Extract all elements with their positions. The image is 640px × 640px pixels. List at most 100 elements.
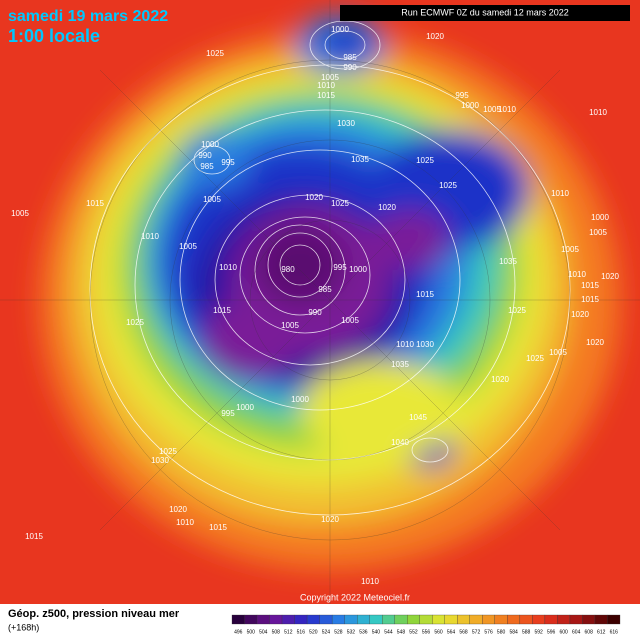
colorbar-swatch <box>494 614 508 625</box>
colorbar-swatch <box>407 614 420 625</box>
subtitle: 1:00 locale <box>8 26 100 46</box>
isobar-label: 1025 <box>159 447 177 456</box>
isobar-label: 1025 <box>331 199 349 208</box>
isobar-label: 1020 <box>586 338 604 347</box>
colorbar-tick-label: 552 <box>409 629 418 635</box>
colorbar-swatch <box>482 614 495 625</box>
isobar-label: 1000 <box>201 140 219 149</box>
colorbar-tick-label: 532 <box>347 629 356 635</box>
colorbar-swatch <box>532 614 546 625</box>
colorbar-tick-label: 604 <box>572 629 581 635</box>
isobar-label: 1015 <box>25 532 43 541</box>
colorbar-tick-label: 528 <box>334 629 343 635</box>
colorbar-tick-label: 512 <box>284 629 293 635</box>
colorbar-swatch <box>432 614 445 625</box>
isobar-label: 1020 <box>571 310 589 319</box>
isobar-label: 1010 <box>589 108 607 117</box>
colorbar-tick-label: 560 <box>434 629 443 635</box>
isobar-label: 1035 <box>499 257 517 266</box>
colorbar-swatch <box>331 614 345 625</box>
colorbar-tick-label: 608 <box>585 629 594 635</box>
colorbar-tick-label: 496 <box>234 629 243 635</box>
isobar-label: 1005 <box>483 105 501 114</box>
title: samedi 19 mars 2022 <box>8 8 168 25</box>
colorbar-swatch <box>569 614 583 625</box>
colorbar-swatch <box>231 614 245 625</box>
run-info: Run ECMWF 0Z du samedi 12 mars 2022 <box>401 7 569 17</box>
colorbar-swatch <box>244 614 258 625</box>
isobar-label: 1025 <box>416 156 434 165</box>
colorbar-tick-label: 556 <box>422 629 431 635</box>
isobar-label: 1005 <box>11 209 29 218</box>
colorbar-tick-label: 580 <box>497 629 506 635</box>
colorbar-swatch <box>469 614 483 625</box>
isobar-label: 1020 <box>169 505 187 514</box>
isobar-label: 1030 <box>416 340 434 349</box>
isobar-label: 1025 <box>439 181 457 190</box>
colorbar-swatch <box>281 614 295 625</box>
isobar-label: 1005 <box>179 242 197 251</box>
colorbar-swatch <box>444 614 458 625</box>
colorbar-swatch <box>582 614 596 625</box>
isobar-label: 1010 <box>498 105 516 114</box>
colorbar-tick-label: 536 <box>359 629 368 635</box>
isobar-label: 1030 <box>337 119 355 128</box>
colorbar-tick-label: 564 <box>447 629 456 635</box>
colorbar-tick-label: 584 <box>509 629 518 635</box>
isobar-label: 995 <box>221 409 235 418</box>
graticule <box>0 0 640 604</box>
colorbar-tick-label: 600 <box>560 629 569 635</box>
isobar-label: 1025 <box>526 354 544 363</box>
isobar-label: 1000 <box>461 101 479 110</box>
isobar-label: 1005 <box>321 73 339 82</box>
isobar-label: 995 <box>455 91 469 100</box>
isobar-label: 1005 <box>549 348 567 357</box>
isobar-label: 1025 <box>206 49 224 58</box>
colorbar-swatch <box>319 614 333 625</box>
colorbar-tick-label: 592 <box>534 629 543 635</box>
colorbar-swatch <box>394 614 408 625</box>
isobar-label: 1035 <box>351 155 369 164</box>
isobar-label: 1000 <box>236 403 254 412</box>
colorbar-tick-label: 520 <box>309 629 318 635</box>
colorbar-tick-label: 588 <box>522 629 531 635</box>
colorbar-swatch <box>557 614 571 625</box>
colorbar-tick-label: 612 <box>597 629 606 635</box>
isobar-label: 1015 <box>581 281 599 290</box>
lead-time: (+168h) <box>8 622 39 632</box>
colorbar-tick-label: 540 <box>372 629 381 635</box>
isobar-label: 1000 <box>591 213 609 222</box>
isobar-label: 1010 <box>361 577 379 586</box>
colorbar-swatch <box>457 614 470 625</box>
colorbar-swatch <box>306 614 320 625</box>
isobar-label: 1000 <box>331 25 349 34</box>
isobar-label: 1015 <box>209 523 227 532</box>
isobar-label: 1005 <box>203 195 221 204</box>
colorbar-swatch <box>269 614 283 625</box>
isobar-label: 985 <box>318 285 332 294</box>
isobar-label: 1025 <box>508 306 526 315</box>
isobar-label: 995 <box>221 158 235 167</box>
isobar-label: 1010 <box>141 232 159 241</box>
colorbar-swatch <box>419 614 433 625</box>
isobar-label: 990 <box>343 63 357 72</box>
colorbar-swatch <box>544 614 558 625</box>
isobar-label: 985 <box>200 162 214 171</box>
isobar-label: 1025 <box>126 318 144 327</box>
copyright: Copyright 2022 Meteociel.fr <box>300 592 410 602</box>
colorbar-tick-label: 548 <box>397 629 406 635</box>
isobar-label: 1020 <box>305 193 323 202</box>
field-label: Géop. z500, pression niveau mer <box>8 608 180 620</box>
colorbar-tick-label: 544 <box>384 629 393 635</box>
colorbar-swatch <box>507 614 521 625</box>
colorbar-swatch <box>256 614 270 625</box>
isobar-label: 1020 <box>321 515 339 524</box>
isobar-label: 1020 <box>601 272 619 281</box>
isobar-label: 1020 <box>426 32 444 41</box>
colorbar-swatch <box>357 614 370 625</box>
isobar-label: 1015 <box>86 199 104 208</box>
isobar-label: 1000 <box>349 265 367 274</box>
isobar-label: 1005 <box>561 245 579 254</box>
isobar-label: 1010 <box>176 518 194 527</box>
isobar-label: 990 <box>198 151 212 160</box>
